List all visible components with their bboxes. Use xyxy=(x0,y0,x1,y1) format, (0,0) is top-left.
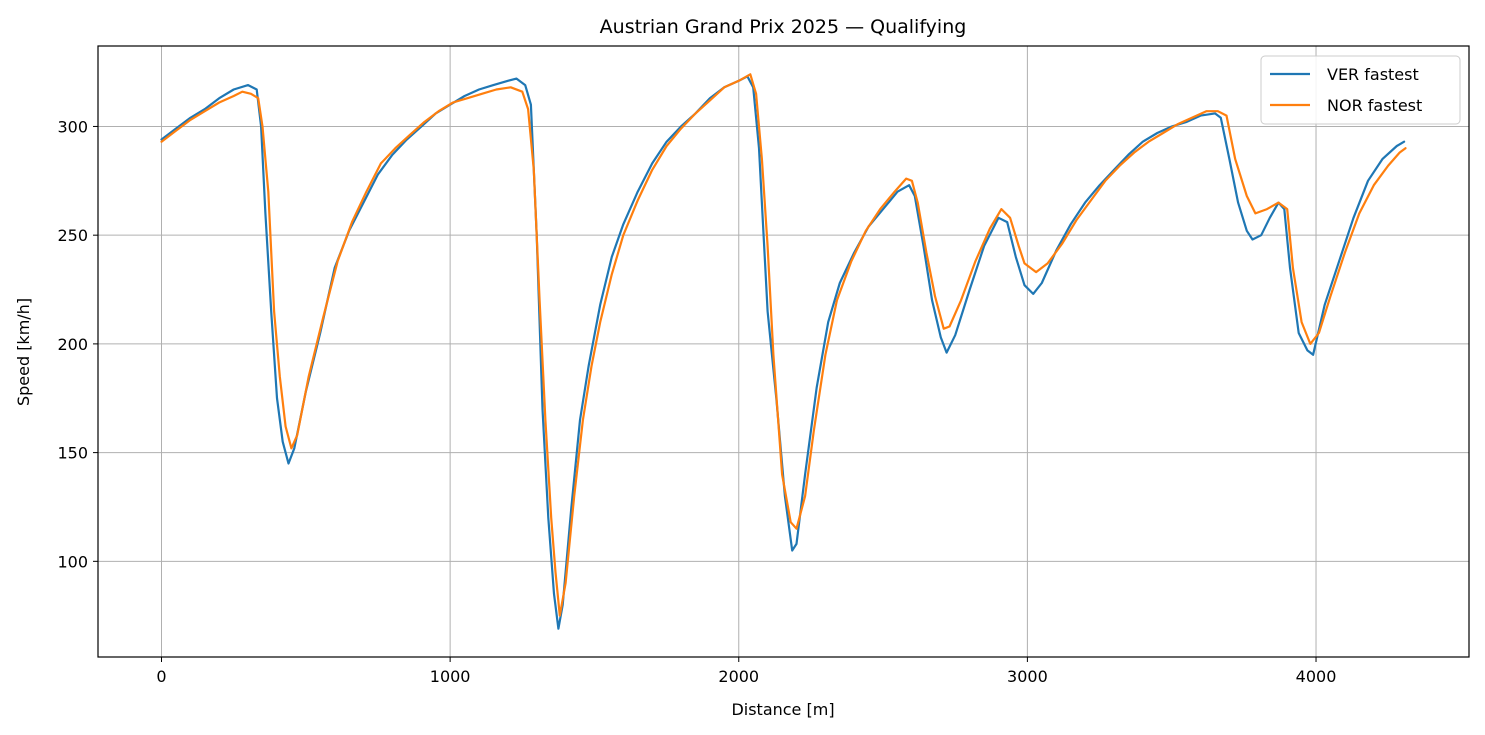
y-tick-label: 200 xyxy=(57,335,88,354)
axis-ticks: 0 1000 2000 3000 4000 100 150 200 250 300 xyxy=(57,117,1336,686)
chart-title: Austrian Grand Prix 2025 — Qualifying xyxy=(600,16,967,38)
legend-label-1: NOR fastest xyxy=(1327,96,1422,115)
y-tick-label: 100 xyxy=(57,552,88,571)
y-tick-label: 300 xyxy=(57,117,88,136)
y-axis-label: Speed [km/h] xyxy=(14,298,33,406)
y-tick-label: 150 xyxy=(57,444,88,463)
x-tick-label: 3000 xyxy=(1007,667,1048,686)
legend: VER fastest NOR fastest xyxy=(1260,55,1461,125)
y-tick-label: 250 xyxy=(57,226,88,245)
x-tick-label: 0 xyxy=(156,667,166,686)
grid xyxy=(98,46,1469,657)
legend-label-0: VER fastest xyxy=(1327,65,1419,84)
x-tick-label: 1000 xyxy=(430,667,471,686)
x-axis-label: Distance [m] xyxy=(731,700,834,719)
legend-box xyxy=(1260,55,1461,125)
x-tick-label: 4000 xyxy=(1296,667,1337,686)
series-lines xyxy=(160,73,1407,630)
series-line-1 xyxy=(160,73,1407,617)
x-tick-label: 2000 xyxy=(718,667,759,686)
plot-frame xyxy=(97,45,1470,658)
